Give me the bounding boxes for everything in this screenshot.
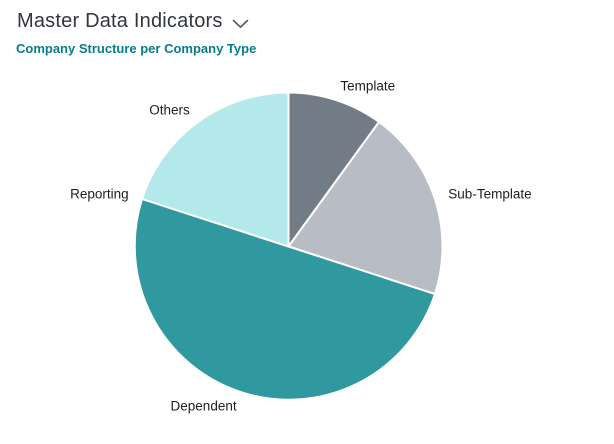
pie-label-dependent: Dependent (171, 398, 237, 413)
pie-slice-dependent[interactable] (133, 197, 436, 401)
chart-title: Company Structure per Company Type (16, 41, 257, 56)
chevron-down-icon[interactable] (232, 19, 249, 29)
page-title-dropdown[interactable]: Master Data Indicators (17, 10, 249, 33)
pie-label-template: Template (340, 79, 395, 94)
pie-label-sub-template: Sub-Template (448, 187, 531, 202)
pie-slice-template[interactable] (287, 91, 381, 248)
page-title: Master Data Indicators (17, 10, 223, 32)
pie-slice-others[interactable] (141, 91, 290, 248)
pie-label-reporting: Reporting (70, 187, 129, 202)
pie-label-others: Others (149, 103, 190, 118)
pie-slice-sub-template[interactable] (287, 120, 444, 296)
